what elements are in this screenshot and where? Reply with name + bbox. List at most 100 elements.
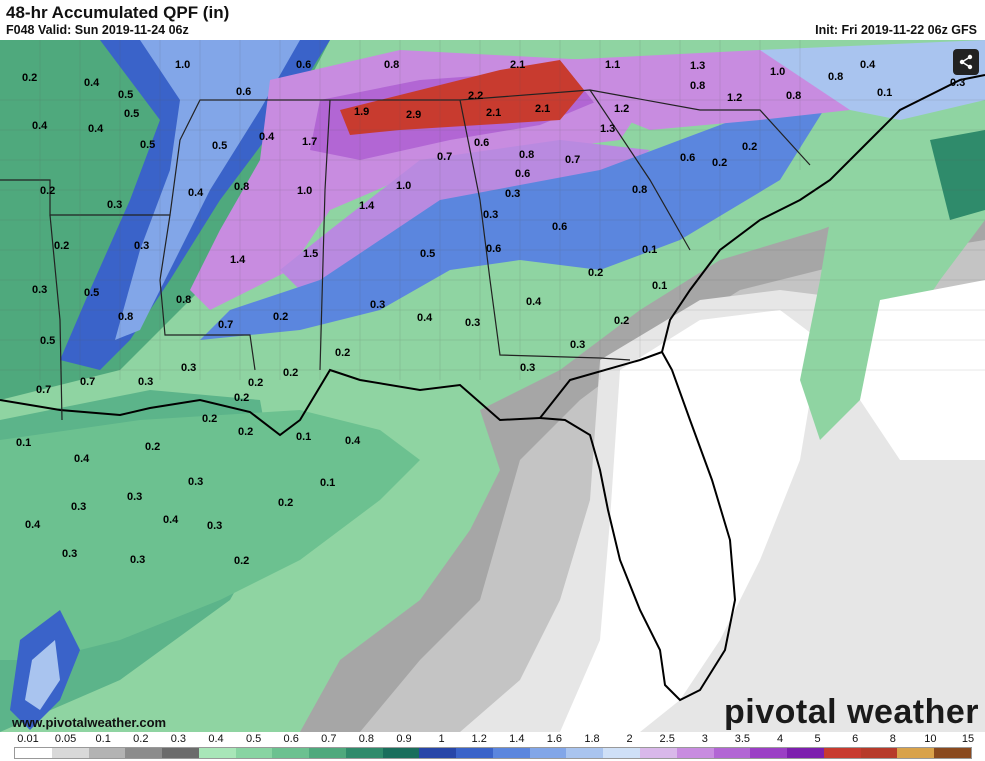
legend-swatch [860,748,898,758]
qpf-label: 1.9 [354,106,370,118]
qpf-label: 0.8 [234,181,250,193]
legend-tick-label: 0.1 [95,733,111,745]
qpf-label: 0.4 [32,120,48,132]
legend-swatch [750,748,788,758]
qpf-label: 0.1 [642,244,658,256]
legend-swatch [823,748,861,758]
qpf-label: 0.4 [345,435,361,447]
qpf-label: 0.3 [207,520,223,532]
qpf-label: 0.5 [118,89,134,101]
qpf-label: 0.2 [273,311,289,323]
legend-swatch [456,748,493,758]
qpf-label: 1.1 [605,59,621,71]
legend-swatch [162,748,199,758]
qpf-label: 0.1 [652,280,668,292]
qpf-label: 0.2 [248,377,264,389]
qpf-label: 0.2 [54,240,70,252]
qpf-label: 0.8 [176,294,192,306]
qpf-label: 0.7 [437,151,453,163]
qpf-label: 0.6 [296,59,312,71]
qpf-label: 0.3 [483,209,499,221]
legend-tick-label: 5 [814,733,821,745]
qpf-label: 0.8 [690,80,706,92]
qpf-label: 2.1 [535,103,551,115]
qpf-label: 0.8 [786,90,802,102]
qpf-label: 0.6 [515,168,531,180]
qpf-label: 1.2 [727,92,743,104]
qpf-label: 0.4 [25,519,41,531]
precipitation-field [0,40,985,732]
qpf-label: 0.3 [465,317,481,329]
legend-tick-label: 0.5 [245,733,262,745]
qpf-label: 0.6 [474,137,490,149]
legend-swatch [934,748,971,758]
legend-swatch [603,748,641,758]
legend-swatch [235,748,273,758]
qpf-label: 1.7 [302,136,318,148]
legend-swatch [713,748,751,758]
legend-swatch [787,748,824,758]
qpf-label: 0.3 [138,376,154,388]
qpf-label: 0.6 [552,221,568,233]
legend-swatch [897,748,935,758]
qpf-label: 0.3 [188,476,204,488]
qpf-label: 0.3 [181,362,197,374]
qpf-label: 0.2 [614,315,630,327]
qpf-label: 0.4 [188,187,204,199]
qpf-label: 0.8 [519,149,535,161]
legend-swatch [640,748,677,758]
qpf-label: 1.3 [690,60,706,72]
qpf-label: 0.3 [570,339,586,351]
qpf-label: 0.4 [163,514,179,526]
legend-swatch [198,748,236,758]
qpf-label: 0.3 [520,362,536,374]
legend-tick-label: 1.4 [509,733,525,745]
share-button[interactable] [953,49,979,75]
legend-tick-label: 3.5 [734,733,751,745]
qpf-label: 0.4 [84,77,100,89]
legend-tick-label: 10 [924,733,937,745]
legend-tick-label: 0.4 [208,733,224,745]
qpf-label: 0.2 [588,267,604,279]
qpf-label: 0.1 [877,87,893,99]
qpf-label: 0.3 [134,240,150,252]
qpf-label: 2.9 [406,109,422,121]
legend-tick-label: 0.8 [358,733,375,745]
qpf-map[interactable]: 0.2 0.4 1.0 0.6 0.8 2.1 1.1 1.3 1.0 0.8 0.4 0.3 0.5 0… [0,40,985,732]
legend-tick-label: 1.8 [584,733,600,745]
qpf-label: 1.5 [303,248,319,260]
qpf-label: 0.7 [80,376,96,388]
qpf-label: 0.2 [238,426,254,438]
qpf-label: 0.2 [234,555,250,567]
qpf-label: 0.4 [74,453,90,465]
legend-tick-label: 2.5 [659,733,675,745]
qpf-label: 1.3 [600,123,616,135]
qpf-label: 2.2 [468,90,484,102]
qpf-label: 0.5 [124,108,140,120]
qpf-label: 0.2 [234,392,250,404]
legend-swatch [345,748,383,758]
qpf-label: 0.5 [140,139,156,151]
site-url[interactable]: www.pivotalweather.com [12,715,167,730]
legend-swatch [382,748,420,758]
legend-swatch [15,748,52,758]
qpf-label: 0.5 [212,140,228,152]
qpf-label: 0.4 [88,123,104,135]
legend-swatch [529,748,567,758]
qpf-label: 1.0 [396,180,412,192]
map-title: 48-hr Accumulated QPF (in) [6,3,230,22]
map-header: 48-hr Accumulated QPF (in) F048 Valid: S… [0,0,985,40]
qpf-label: 0.3 [127,491,143,503]
legend-tick-label: 0.9 [396,733,412,745]
legend-swatch [492,748,530,758]
qpf-label: 0.2 [742,141,758,153]
qpf-label: 0.7 [218,319,234,331]
qpf-label: 0.4 [860,59,876,71]
legend-tick-label: 1.2 [471,733,487,745]
qpf-label: 0.2 [283,367,299,379]
legend-tick-label: 6 [852,733,859,745]
qpf-label: 0.6 [486,243,502,255]
legend-swatch [88,748,126,758]
qpf-label: 0.2 [22,72,38,84]
legend-tick-label: 4 [776,733,784,745]
